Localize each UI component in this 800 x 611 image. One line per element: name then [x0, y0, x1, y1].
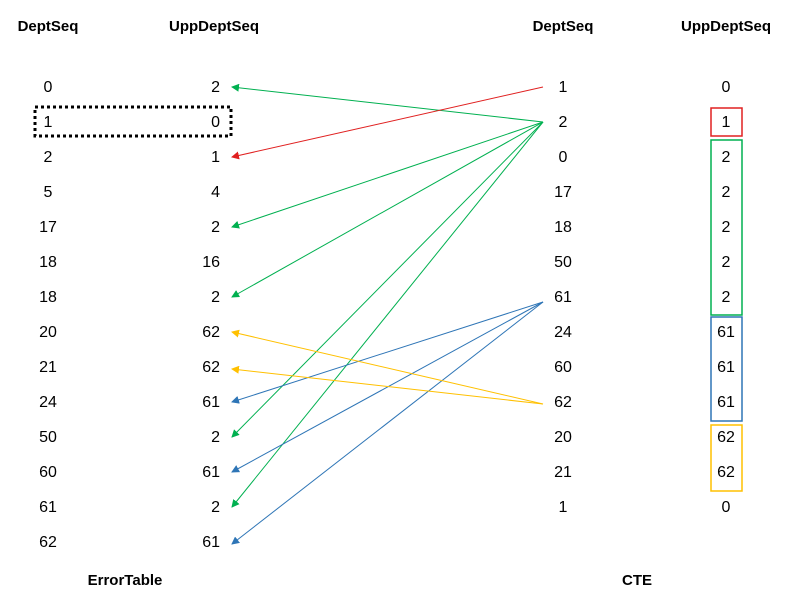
boxes: [33, 105, 743, 492]
arrows: [231, 83, 544, 545]
table-cell: 4: [211, 184, 220, 201]
table-cell: 2: [722, 254, 731, 271]
table-cell: 1: [44, 114, 53, 131]
table-cell: 1: [722, 114, 731, 131]
table-cell: 2: [211, 499, 220, 516]
table-cell: 21: [39, 359, 57, 376]
table-cell: 0: [722, 499, 731, 516]
table-cell: 61: [717, 359, 735, 376]
table-cell: 61: [202, 394, 220, 411]
table-cell: 18: [554, 219, 572, 236]
table-cell: 0: [44, 79, 53, 96]
table-cell: 0: [211, 114, 220, 131]
column-header: DeptSeq: [533, 18, 594, 35]
table-cell: 61: [202, 464, 220, 481]
table-cell: 0: [722, 79, 731, 96]
table-cell: 17: [39, 219, 57, 236]
column-header: UppDeptSeq: [681, 18, 771, 35]
table-cell: 2: [722, 289, 731, 306]
table-cell: 62: [717, 429, 735, 446]
table-cell: 24: [39, 394, 57, 411]
table-cell: 60: [554, 359, 572, 376]
table-cell: 20: [39, 324, 57, 341]
table-cell: 2: [211, 429, 220, 446]
table-cell: 17: [554, 184, 572, 201]
table-cell: 2: [44, 149, 53, 166]
table-cell: 20: [554, 429, 572, 446]
table-cell: 16: [202, 254, 220, 271]
table-cell: 2: [559, 114, 568, 131]
table-cell: 62: [717, 464, 735, 481]
table-cell: 24: [554, 324, 572, 341]
table-cell: 18: [39, 254, 57, 271]
table-cell: 62: [202, 324, 220, 341]
table-cell: 2: [211, 289, 220, 306]
table-cell: 2: [211, 79, 220, 96]
table-cell: 0: [559, 149, 568, 166]
table-cell: 2: [722, 219, 731, 236]
table-cell: 60: [39, 464, 57, 481]
column-header: DeptSeq: [18, 18, 79, 35]
table-cell: 62: [202, 359, 220, 376]
table-cell: 62: [39, 534, 57, 551]
table-caption: CTE: [622, 572, 652, 589]
table-cell: 62: [554, 394, 572, 411]
table-cell: 1: [211, 149, 220, 166]
table-cell: 1: [559, 499, 568, 516]
table-cell: 50: [554, 254, 572, 271]
table-cell: 61: [554, 289, 572, 306]
table-cell: 1: [559, 79, 568, 96]
table-cell: 61: [717, 394, 735, 411]
table-cell: 5: [44, 184, 53, 201]
table-cell: 50: [39, 429, 57, 446]
table-cell: 61: [717, 324, 735, 341]
table-cell: 21: [554, 464, 572, 481]
table-cell: 2: [722, 149, 731, 166]
table-cell: 2: [722, 184, 731, 201]
column-header: UppDeptSeq: [169, 18, 259, 35]
table-cell: 2: [211, 219, 220, 236]
table-cell: 61: [39, 499, 57, 516]
table-cell: 18: [39, 289, 57, 306]
table-caption: ErrorTable: [88, 572, 163, 589]
table-cell: 61: [202, 534, 220, 551]
